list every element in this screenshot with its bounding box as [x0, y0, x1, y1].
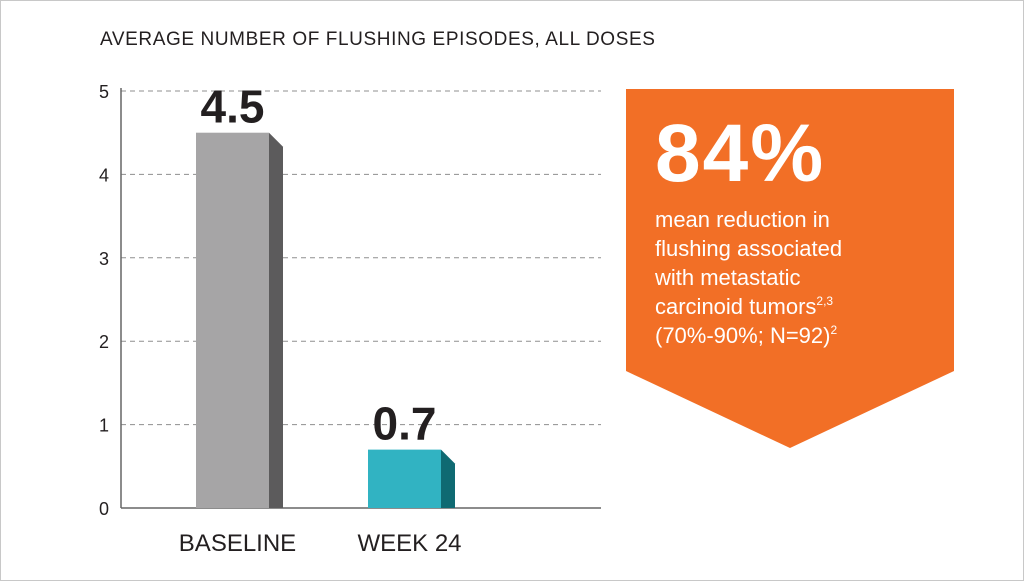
y-tick-label-4: 4 — [99, 165, 109, 185]
bar-2 — [368, 449, 455, 508]
bar-1 — [196, 132, 283, 508]
callout-line-3: with metastatic — [655, 265, 801, 290]
callout-line-5-citation: 2 — [830, 323, 838, 337]
callout-line-4-citation: 2,3 — [816, 294, 834, 308]
callout-text: 84% mean reduction in flushing associate… — [655, 113, 875, 350]
callout-line-1: mean reduction in — [655, 207, 830, 232]
y-tick-label-0: 0 — [99, 499, 109, 519]
callout-line-4-text: carcinoid tumors — [655, 294, 817, 319]
category-label-2: WEEK 24 — [357, 530, 461, 557]
callout-line-5: (70%-90%; N=92)2 — [655, 321, 875, 350]
callout-line-2: flushing associated — [655, 236, 843, 261]
callout-headline: 84% — [655, 108, 826, 199]
callout-line-5-text: (70%-90%; N=92) — [655, 323, 831, 348]
bar-2-front — [368, 449, 441, 508]
y-tick-label-1: 1 — [99, 416, 109, 436]
bar-1-side — [269, 132, 283, 508]
chart-title: AVERAGE NUMBER OF FLUSHING EPISODES, ALL… — [100, 29, 656, 50]
bar-1-front — [196, 132, 269, 508]
bar-2-side — [441, 449, 455, 508]
bar-1-value-label: 4.5 — [201, 81, 265, 133]
category-label-1: BASELINE — [179, 530, 296, 557]
y-tick-label-3: 3 — [99, 249, 109, 269]
callout-arrow — [626, 89, 954, 448]
y-tick-label-5: 5 — [99, 82, 109, 102]
bar-2-value-label: 0.7 — [373, 398, 437, 450]
callout-line-4: carcinoid tumors2,3 — [655, 292, 875, 321]
y-tick-label-2: 2 — [99, 332, 109, 352]
callout-body: mean reduction in flushing associated wi… — [655, 205, 875, 350]
